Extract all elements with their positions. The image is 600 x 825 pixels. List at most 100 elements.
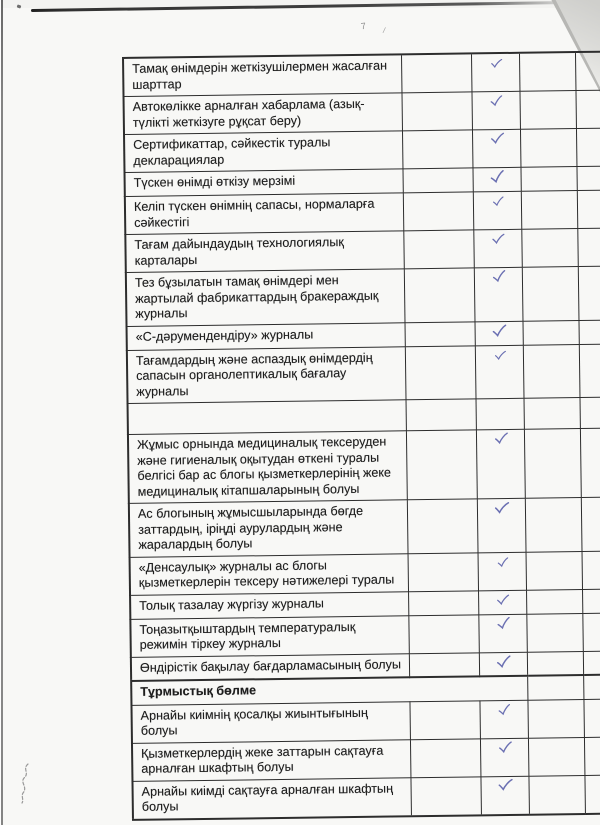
table-row: Түскен өнімді өткізу мерзімі bbox=[124, 165, 600, 197]
checkmark-cell bbox=[474, 344, 524, 399]
checkmark-cell bbox=[472, 191, 522, 230]
item-label-cell: Өндірістік бақылау бағдарламасының болуы bbox=[130, 653, 410, 681]
checklist-table-wrap: Тамақ өнімдерін жеткізушілермен жасалған… bbox=[122, 50, 600, 821]
table-row: Қызметкерлердің жеке заттарын сақтауға а… bbox=[131, 736, 600, 781]
checkmark-cell bbox=[480, 775, 529, 815]
empty-cell bbox=[576, 189, 600, 229]
empty-cell bbox=[405, 398, 476, 431]
empty-cell bbox=[580, 496, 600, 552]
empty-cell bbox=[401, 91, 472, 131]
empty-cell bbox=[528, 775, 585, 815]
empty-cell bbox=[582, 588, 600, 614]
checkmark-cell bbox=[471, 91, 520, 130]
empty-cell bbox=[523, 397, 580, 430]
checkmark-cell bbox=[477, 551, 527, 591]
empty-cell bbox=[526, 651, 584, 676]
empty-cell bbox=[579, 427, 600, 498]
empty-cell bbox=[407, 552, 479, 592]
item-label-cell: «С-дәрумендендіру» журналы bbox=[126, 322, 405, 350]
table-row: Келіп түскен өнімнің сапасы, нормаларға … bbox=[124, 189, 600, 235]
empty-cell bbox=[401, 129, 473, 169]
item-label-cell: Тоңазытқыштардың температуралық режимін … bbox=[130, 615, 409, 657]
scan-artifact-mark: 7 bbox=[360, 20, 367, 32]
scan-left-paper-edge bbox=[0, 0, 1, 825]
empty-cell bbox=[583, 736, 600, 776]
table-row: Тағам дайындаудың технологиялық карталар… bbox=[125, 227, 600, 273]
scan-left-edge-line bbox=[1, 0, 3, 825]
item-label-cell: Тез бұзылатын тамақ өнімдері мен жартыла… bbox=[125, 268, 405, 326]
table-row: Тамақ өнімдерін жеткізушілермен жасалған… bbox=[123, 51, 600, 97]
checkmark-cell bbox=[473, 229, 522, 268]
empty-cell bbox=[527, 737, 585, 776]
empty-cell bbox=[527, 699, 584, 738]
checklist-rows: Тамақ өнімдерін жеткізушілермен жасалған… bbox=[123, 51, 600, 820]
table-row: Автокөлікке арналған хабарлама (азық-түл… bbox=[123, 89, 600, 135]
checkmark-cell bbox=[474, 320, 523, 346]
empty-cell bbox=[574, 51, 600, 91]
table-row: Жұмыс орнында медициналық тексеруден жән… bbox=[127, 427, 600, 504]
checkmark-cell bbox=[479, 737, 529, 777]
empty-cell bbox=[402, 191, 474, 231]
item-label-cell: Арнайы киімнің қосалқы жиынтығының болуы bbox=[131, 701, 410, 743]
table-row: «Денсаулық» журналы ас блогы қызметкерле… bbox=[129, 550, 600, 595]
table-row: «С-дәрумендендіру» журналы bbox=[126, 319, 600, 350]
empty-cell bbox=[526, 589, 583, 614]
empty-cell bbox=[575, 89, 600, 129]
table-row: Сертификаттар, сәйкестік туралы декларац… bbox=[124, 127, 600, 173]
table-row: Арнайы киімнің қосалқы жиынтығының болуы bbox=[131, 698, 600, 743]
empty-cell bbox=[581, 550, 600, 590]
empty-cell bbox=[409, 738, 481, 778]
empty-cell bbox=[522, 344, 580, 399]
empty-cell bbox=[523, 428, 581, 499]
item-label-cell: «Денсаулық» журналы ас блогы қызметкерле… bbox=[129, 553, 409, 595]
empty-cell bbox=[577, 265, 600, 321]
empty-cell bbox=[519, 128, 577, 168]
empty-cell bbox=[410, 776, 481, 816]
item-label-cell: Ас блогының жұмысшыларында бөгде заттард… bbox=[128, 499, 408, 557]
empty-cell bbox=[403, 229, 474, 269]
checkmark-cell bbox=[479, 699, 528, 739]
item-label-cell: Автокөлікке арналған хабарлама (азық-түл… bbox=[123, 92, 402, 135]
item-label-cell: Келіп түскен өнімнің сапасы, нормаларға … bbox=[124, 192, 404, 235]
table-row: Толық тазалау жүргізу журналы bbox=[130, 588, 600, 619]
empty-cell bbox=[582, 650, 600, 676]
item-label-cell: Тағамдардың және аспаздық өнімдердің сап… bbox=[126, 346, 406, 404]
scan-artifact-mark: / bbox=[382, 25, 386, 36]
empty-cell bbox=[527, 675, 584, 700]
item-label-cell: Жұмыс орнында медициналық тексеруден жән… bbox=[127, 430, 407, 504]
empty-cell bbox=[575, 127, 600, 167]
empty-cell bbox=[583, 674, 600, 700]
item-label-cell bbox=[127, 399, 406, 435]
checkmark-cell bbox=[475, 429, 525, 499]
empty-cell bbox=[408, 590, 479, 616]
item-label-cell: Сертификаттар, сәйкестік туралы декларац… bbox=[124, 130, 403, 173]
item-label-cell: Тағам дайындаудың технологиялық карталар… bbox=[125, 230, 404, 273]
empty-cell bbox=[582, 612, 600, 652]
empty-cell bbox=[519, 90, 576, 130]
empty-cell bbox=[526, 613, 583, 652]
empty-cell bbox=[409, 700, 480, 740]
item-label-cell: Толық тазалау жүргізу журналы bbox=[130, 591, 409, 619]
checkmark-cell bbox=[475, 398, 524, 430]
checkmark-cell bbox=[470, 52, 520, 92]
empty-cell bbox=[404, 345, 476, 400]
empty-cell bbox=[525, 551, 583, 590]
table-row: Тоңазытқыштардың температуралық режимін … bbox=[130, 612, 600, 657]
table-row: Арнайы киімді сақтауға арналған шкафтың … bbox=[132, 774, 600, 820]
empty-cell bbox=[404, 321, 475, 347]
empty-cell bbox=[406, 498, 478, 554]
empty-cell bbox=[403, 267, 475, 323]
empty-cell bbox=[524, 497, 582, 552]
empty-cell bbox=[518, 52, 576, 92]
empty-cell bbox=[400, 53, 472, 93]
empty-cell bbox=[520, 190, 578, 230]
empty-cell bbox=[408, 614, 479, 654]
empty-cell bbox=[576, 165, 600, 191]
item-label-cell: Тамақ өнімдерін жеткізушілермен жасалған… bbox=[123, 54, 402, 97]
checkmark-cell bbox=[478, 651, 528, 677]
checkmark-cell bbox=[478, 613, 527, 653]
checkmark-cell bbox=[478, 589, 527, 615]
item-label-cell: Арнайы киімді сақтауға арналған шкафтың … bbox=[132, 777, 411, 820]
checkmark-cell bbox=[476, 498, 526, 553]
empty-cell bbox=[521, 266, 579, 321]
